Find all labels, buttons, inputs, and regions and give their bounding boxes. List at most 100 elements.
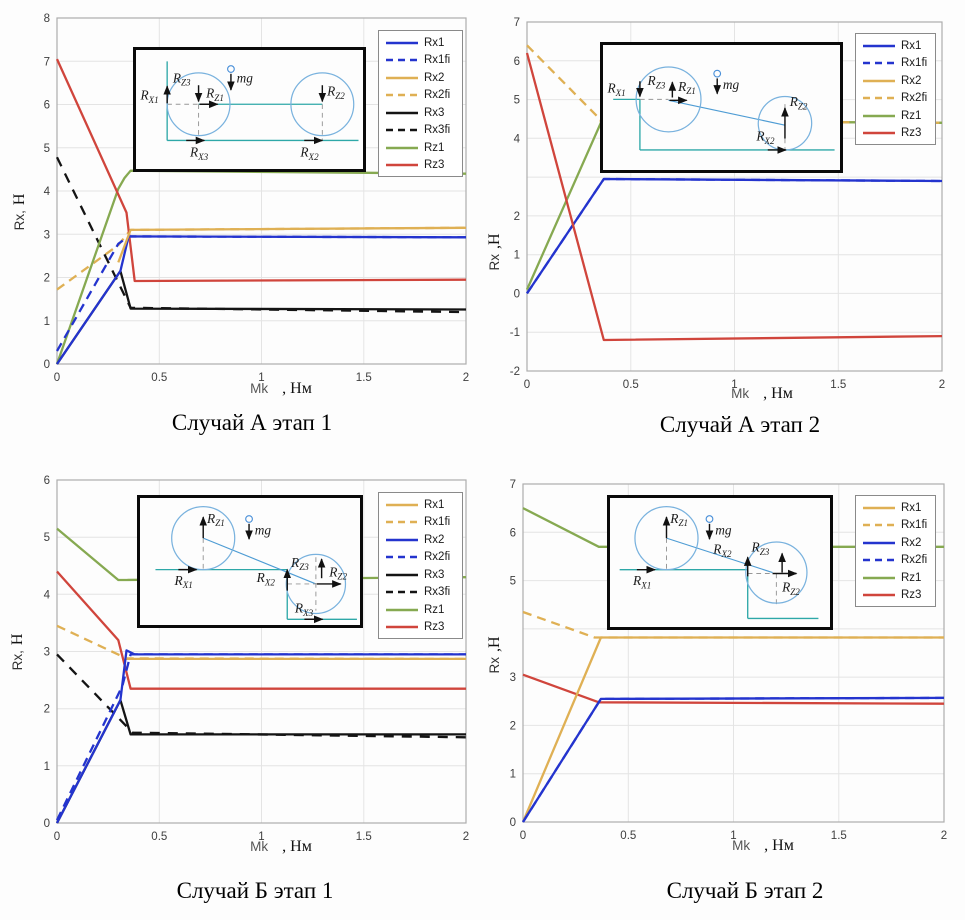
y-tick-label: 3 [44, 647, 50, 659]
mg-pin-icon [713, 69, 722, 78]
y-tick-label: 1 [514, 250, 520, 262]
x-axis-label: Mk, Нм [250, 380, 312, 397]
legend-label: Rz1 [424, 603, 445, 616]
legend-line-sample [386, 538, 418, 542]
legend-item-Rx2fi: Rx2fi [862, 90, 931, 108]
inset-wheel-right [285, 553, 347, 615]
legend-box-b2: Rx1 Rx1fi Rx2 Rx2fi Rz1 Rz3 [855, 495, 936, 607]
y-tick-label: 3 [510, 672, 516, 684]
y-axis-label: Rx,Н [9, 633, 26, 671]
legend-box-a2: Rx1 Rx1fi Rx2 Rx2fi Rz1 Rz3 [855, 33, 936, 145]
legend-label: Rx2fi [424, 89, 451, 102]
y-axis-label: Rx,Н [11, 193, 28, 231]
axes-box [56, 479, 467, 824]
legend-item-Rz1: Rz1 [385, 601, 458, 619]
force-label-rz2: RZ2 [789, 94, 808, 111]
link-line [202, 537, 317, 585]
legend-item-Rx1: Rx1 [862, 37, 931, 55]
force-label-rz3: RZ3 [751, 540, 770, 557]
x-tick-label: 0 [54, 372, 60, 384]
axes-box [56, 17, 467, 365]
legend-item-Rx2: Rx2 [862, 72, 931, 90]
legend-label: Rz3 [424, 159, 445, 172]
legend-label: Rz3 [901, 589, 922, 602]
legend-line-sample [386, 76, 418, 80]
legend-item-Rz3: Rz3 [862, 587, 931, 605]
legend-label: Rx1 [901, 39, 922, 52]
x-tick-label: 0 [520, 830, 526, 842]
legend-line-sample [386, 41, 418, 45]
y-tick-label: 2 [514, 211, 520, 223]
legend-label: Rx2 [901, 74, 922, 87]
legend-line-sample [863, 79, 895, 83]
chart-cell-b2: 0 1 2 3 5 6 7 0 0.5 1 1.5 2 Rx,Н Mk, Нм RZ1 mg RX1 … [483, 460, 965, 920]
legend-label: Rz1 [901, 109, 922, 122]
chart-cell-b1: 0 1 2 3 4 5 6 0 0.5 1 1.5 2 Rx,Н Mk, Нм RZ1 mg RX1 … [0, 460, 482, 920]
y-tick-label: 1 [44, 761, 50, 773]
legend-line-sample [863, 576, 895, 580]
legend-item-Rz3: Rz3 [862, 125, 931, 143]
legend-item-Rx3: Rx3 [385, 566, 458, 584]
force-label-rx1: RX1 [174, 573, 193, 590]
x-tick-label: 1.5 [356, 831, 372, 843]
force-label-mg: mg [237, 70, 254, 85]
mg-pin-icon [227, 65, 235, 73]
legend-line-sample [386, 111, 418, 115]
legend-item-Rx1fi: Rx1fi [862, 517, 931, 535]
legend-item-Rx1fi: Rx1fi [862, 55, 931, 73]
chart-title-b2: Случай Б этап 2 [666, 878, 824, 903]
force-label-rz3: RZ3 [172, 70, 191, 87]
legend-label: Rz1 [901, 571, 922, 584]
series-Rx2 [55, 649, 466, 824]
force-label-rx1: RX1 [139, 88, 158, 105]
legend-label: Rz1 [424, 141, 445, 154]
legend-line-sample [863, 506, 895, 510]
legend-item-Rz3: Rz3 [385, 157, 458, 175]
x-axis-label: Mk, Нм [250, 838, 312, 855]
chart-title-a1: Случай А этап 1 [171, 410, 333, 435]
y-tick-label: 6 [44, 100, 50, 112]
force-label-rz3: RZ3 [290, 555, 309, 572]
legend-box-b1: Rx1 Rx1fi Rx2 Rx2fi Rx3 Rx3fi Rz1 Rz3 [378, 492, 463, 639]
legend-item-Rz1: Rz1 [862, 107, 931, 125]
legend-label: Rx3fi [424, 586, 451, 599]
series-Rx2fi [522, 696, 945, 823]
y-tick-label: 6 [510, 527, 516, 539]
y-tick-label: 4 [44, 589, 51, 601]
force-label-rz1: RZ1 [206, 511, 225, 528]
legend-item-Rz1: Rz1 [385, 139, 458, 157]
y-tick-label: 4 [44, 186, 51, 198]
x-tick-label: 1.5 [830, 379, 846, 391]
legend-line-sample [386, 573, 418, 577]
y-tick-label: 5 [514, 95, 520, 107]
series-Rx2 [117, 226, 467, 263]
inset-diagram-b1: RZ1 mg RX1 RX2 RZ3 RZ2 RX3 [137, 495, 363, 628]
y-tick-label: 6 [514, 56, 520, 68]
inset-wheel-left [166, 72, 231, 137]
y-tick-label: 4 [514, 133, 521, 145]
x-tick-label: 2 [463, 372, 469, 384]
series-Rx3fi [56, 653, 467, 739]
x-tick-label: 0 [54, 831, 60, 843]
legend-item-Rx2fi: Rx2fi [862, 552, 931, 570]
y-tick-label: 7 [510, 479, 516, 491]
legend-label: Rz3 [424, 621, 445, 634]
inset-wheel-left [171, 505, 236, 571]
legend-line-sample [386, 520, 418, 524]
x-tick-label: 0.5 [623, 379, 639, 391]
legend-label: Rx2 [424, 533, 445, 546]
legend-item-Rx1: Rx1 [862, 499, 931, 517]
y-tick-label: 0 [514, 288, 520, 300]
legend-line-sample [863, 593, 895, 597]
y-tick-label: 5 [44, 143, 50, 155]
y-tick-label: 1 [44, 316, 50, 328]
inset-wheel-right [290, 72, 355, 137]
legend-label: Rx1fi [901, 519, 928, 532]
legend-line-sample [863, 131, 895, 135]
axes-box [526, 21, 943, 372]
legend-label: Rx1fi [424, 516, 451, 529]
inset-wheel-left [635, 66, 702, 133]
legend-item-Rx1fi: Rx1fi [385, 514, 458, 532]
legend-item-Rx3: Rx3 [385, 104, 458, 122]
legend-item-Rx1fi: Rx1fi [385, 52, 458, 70]
